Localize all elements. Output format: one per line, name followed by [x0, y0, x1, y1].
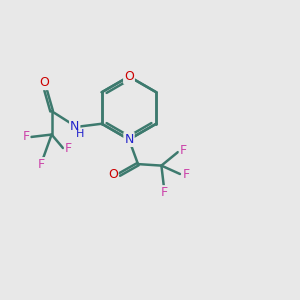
Text: H: H [76, 129, 84, 139]
Text: N: N [70, 120, 80, 133]
Text: F: F [182, 167, 190, 181]
Text: F: F [38, 158, 45, 171]
Text: O: O [108, 168, 118, 181]
Text: F: F [161, 186, 168, 199]
Text: O: O [39, 76, 49, 89]
Text: N: N [124, 133, 134, 146]
Text: O: O [124, 70, 134, 83]
Text: F: F [22, 130, 29, 143]
Text: F: F [65, 142, 72, 154]
Text: F: F [180, 144, 187, 157]
